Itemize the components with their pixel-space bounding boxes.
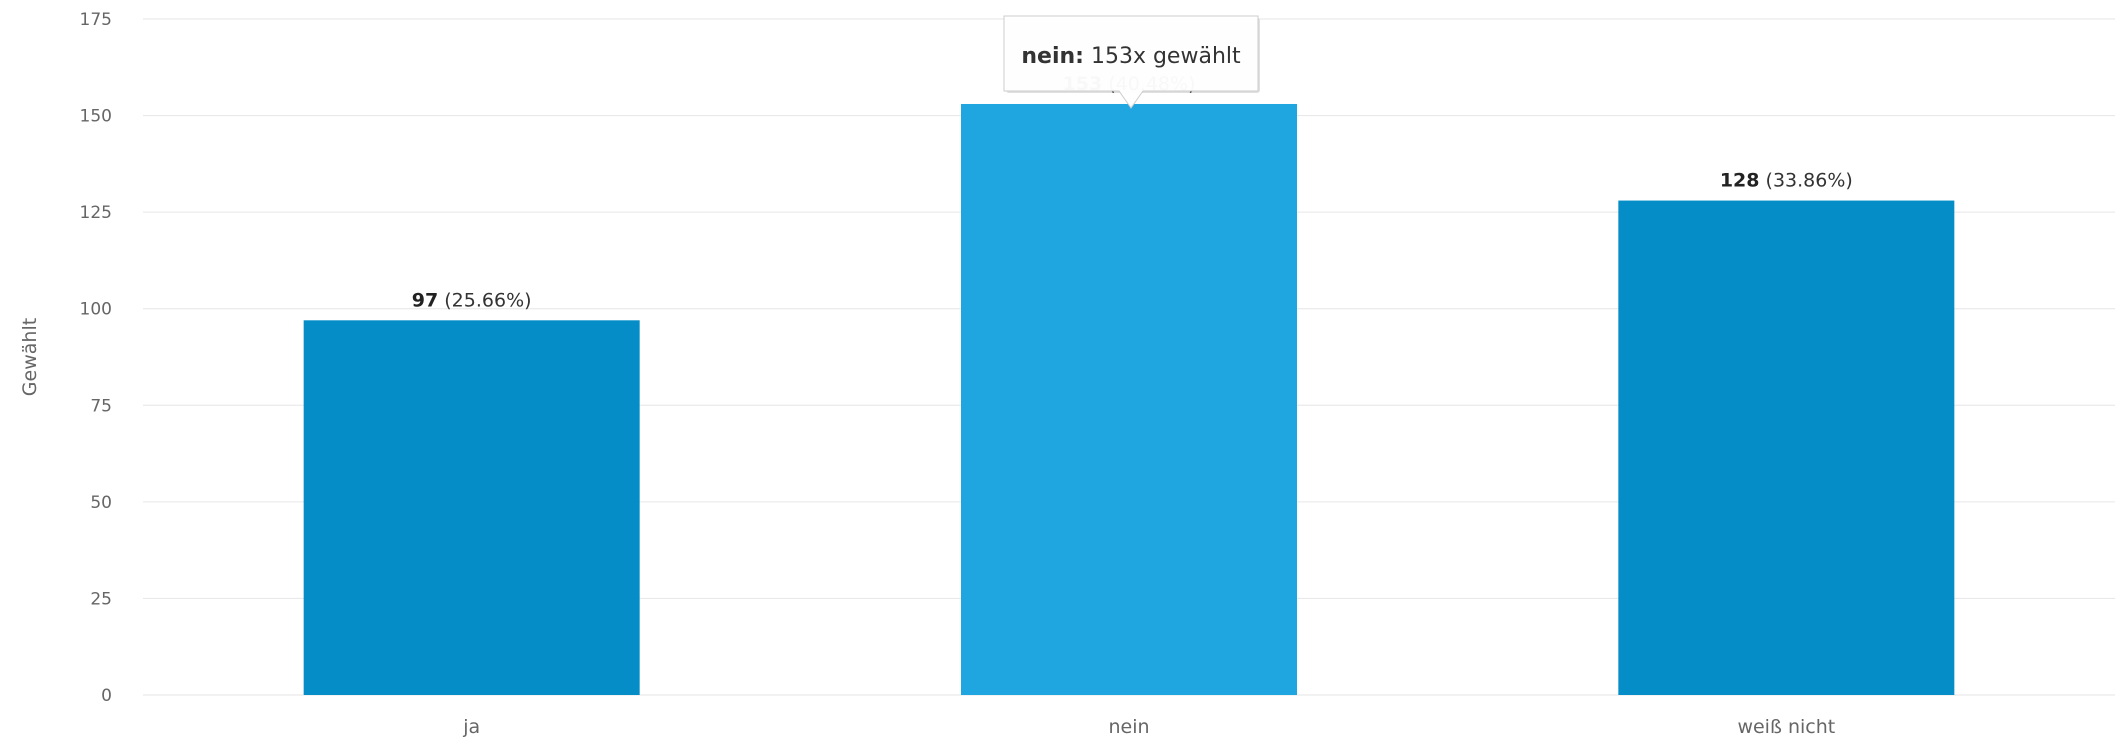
tooltip: nein: 153x gewählt <box>1003 15 1260 109</box>
x-category-label: ja <box>462 716 480 738</box>
x-category-label: nein <box>1108 716 1149 738</box>
x-axis-categories: ja nein weiß nicht <box>462 716 1835 738</box>
tooltip-text: nein: 153x gewählt <box>1021 44 1241 69</box>
bars <box>303 103 1955 696</box>
y-tick-label: 100 <box>80 300 112 320</box>
y-tick-label: 25 <box>90 589 112 609</box>
bar-nein <box>961 103 1297 696</box>
tooltip-box <box>1003 15 1259 109</box>
data-label: 97 (25.66%) <box>412 289 532 311</box>
data-label: 128 (33.86%) <box>1720 170 1853 192</box>
y-tick-label: 75 <box>90 396 112 416</box>
y-axis-ticks: 0 25 50 75 100 125 150 175 <box>80 10 112 706</box>
y-tick-label: 50 <box>90 493 112 513</box>
y-tick-label: 175 <box>80 10 112 30</box>
y-tick-label: 125 <box>80 203 112 223</box>
y-tick-label: 150 <box>80 107 112 127</box>
bar-ja <box>303 320 640 695</box>
bar-weiß-nicht <box>1618 200 1955 695</box>
y-tick-label: 0 <box>101 686 112 706</box>
y-axis-title: Gewählt <box>19 318 41 396</box>
x-category-label: weiß nicht <box>1737 716 1835 738</box>
